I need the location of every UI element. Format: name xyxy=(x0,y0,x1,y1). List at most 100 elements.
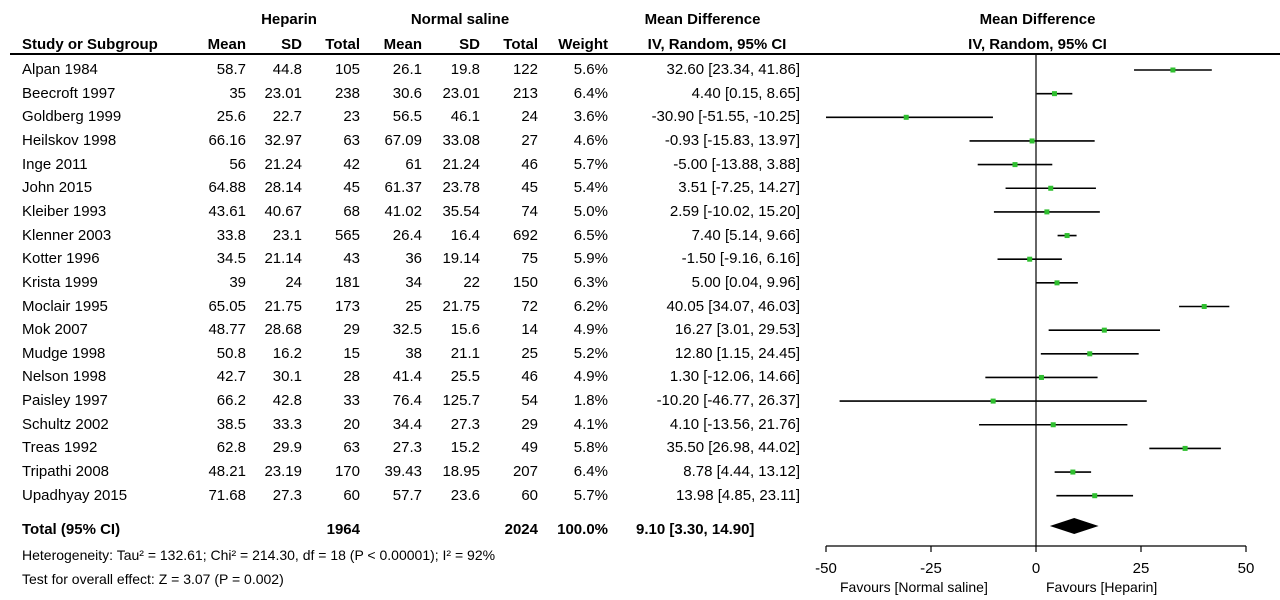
x-tick-label: 0 xyxy=(1031,560,1041,577)
ci-header-right: IV, Random, 95% CI xyxy=(968,36,1107,53)
point-estimate xyxy=(1048,185,1054,191)
saline-total: 60 xyxy=(521,486,538,504)
saline-mean: 27.3 xyxy=(392,439,422,457)
saline-sd: 19.8 xyxy=(450,61,480,78)
heparin-sd: 21.24 xyxy=(264,155,302,173)
total-label: Total (95% CI) xyxy=(22,521,121,538)
heparin-total: 63 xyxy=(343,439,360,457)
saline-total: 150 xyxy=(512,273,538,291)
heparin-mean: 65.05 xyxy=(208,297,246,315)
ci-text: 4.10 [-13.56, 21.76] xyxy=(669,415,800,433)
weight: 5.7% xyxy=(573,486,608,504)
ci-text: -30.90 [-51.55, -10.25] xyxy=(651,108,800,126)
saline-mean: 61.37 xyxy=(384,179,422,197)
group1-header: Heparin xyxy=(261,11,317,28)
heparin-sd: 21.75 xyxy=(264,297,302,315)
point-estimate xyxy=(1070,469,1076,475)
weight: 1.8% xyxy=(573,392,608,410)
saline-mean: 56.5 xyxy=(392,108,422,126)
total1-header: Total xyxy=(325,36,360,53)
weight: 6.2% xyxy=(573,297,608,315)
saline-sd: 23.6 xyxy=(450,486,480,504)
point-estimate xyxy=(1092,493,1098,499)
study-name: Mudge 1998 xyxy=(22,344,106,362)
saline-sd: 16.4 xyxy=(450,226,480,244)
ci-text: 1.30 [-12.06, 14.66] xyxy=(669,368,800,386)
study-name: Paisley 1997 xyxy=(22,392,108,410)
point-estimate xyxy=(990,398,996,404)
overall-effect-text: Test for overall effect: Z = 3.07 (P = 0… xyxy=(22,571,284,587)
study-name: John 2015 xyxy=(22,179,93,197)
saline-total: 692 xyxy=(512,226,538,244)
total-ci: 9.10 [3.30, 14.90] xyxy=(636,521,755,538)
saline-total: 46 xyxy=(521,155,538,173)
study-name: Tripathi 2008 xyxy=(22,463,109,481)
ci-text: 7.40 [5.14, 9.66] xyxy=(691,226,800,244)
saline-sd: 33.08 xyxy=(442,131,480,149)
weight: 6.4% xyxy=(573,463,608,481)
heterogeneity-text: Heterogeneity: Tau² = 132.61; Chi² = 214… xyxy=(22,547,496,563)
study-name: Nelson 1998 xyxy=(22,368,107,386)
heparin-mean: 34.5 xyxy=(216,250,246,268)
study-name: Inge 2011 xyxy=(22,155,88,173)
study-name: Kotter 1996 xyxy=(22,250,100,268)
saline-mean: 67.09 xyxy=(384,131,422,149)
saline-sd: 18.95 xyxy=(442,463,480,481)
saline-mean: 34.4 xyxy=(392,415,422,433)
study-name: Upadhyay 2015 xyxy=(22,486,128,504)
heparin-mean: 42.7 xyxy=(216,368,246,386)
heparin-total: 33 xyxy=(343,392,360,410)
ci-text: 12.80 [1.15, 24.45] xyxy=(674,344,800,362)
point-estimate xyxy=(1044,209,1050,215)
heparin-mean: 35 xyxy=(229,84,246,102)
saline-sd: 23.01 xyxy=(442,84,480,102)
heparin-total: 170 xyxy=(334,463,360,481)
saline-total: 213 xyxy=(512,84,538,102)
ci-text: 35.50 [26.98, 44.02] xyxy=(666,439,800,457)
heparin-mean: 50.8 xyxy=(216,344,246,362)
ci-text: 16.27 [3.01, 29.53] xyxy=(674,321,800,339)
saline-total: 122 xyxy=(512,61,538,78)
saline-mean: 36 xyxy=(405,250,422,268)
ci-text: -10.20 [-46.77, 26.37] xyxy=(656,392,800,410)
saline-sd: 27.3 xyxy=(450,415,480,433)
heparin-sd: 27.3 xyxy=(272,486,302,504)
weight: 4.9% xyxy=(573,321,608,339)
ci-text: 13.98 [4.85, 23.11] xyxy=(676,486,800,504)
study-column-header: Study or Subgroup xyxy=(22,36,158,53)
heparin-mean: 56 xyxy=(229,155,246,173)
saline-mean: 25 xyxy=(405,297,422,315)
sd1-header: SD xyxy=(281,36,302,53)
heparin-mean: 58.7 xyxy=(216,61,246,78)
saline-mean: 26.1 xyxy=(392,61,422,78)
saline-sd: 22 xyxy=(463,273,480,291)
saline-total: 14 xyxy=(521,321,538,339)
ci-text: -5.00 [-13.88, 3.88] xyxy=(673,155,800,173)
group2-header: Normal saline xyxy=(410,11,510,28)
point-estimate xyxy=(1012,162,1018,168)
saline-sd: 35.54 xyxy=(442,202,480,220)
heparin-total: 68 xyxy=(343,202,360,220)
weight: 5.8% xyxy=(573,439,608,457)
effect-header-right: Mean Difference xyxy=(979,11,1096,28)
point-estimate xyxy=(1051,91,1057,97)
saline-total: 45 xyxy=(521,179,538,197)
saline-mean: 57.7 xyxy=(392,486,422,504)
saline-total: 29 xyxy=(521,415,538,433)
heparin-sd: 16.2 xyxy=(272,344,302,362)
study-name: Klenner 2003 xyxy=(22,226,112,244)
heparin-total: 28 xyxy=(343,368,360,386)
saline-mean: 76.4 xyxy=(392,392,422,410)
point-estimate xyxy=(1038,374,1044,380)
weight: 5.7% xyxy=(573,155,608,173)
saline-sd: 46.1 xyxy=(450,108,480,126)
saline-total: 54 xyxy=(521,392,538,410)
saline-sd: 125.7 xyxy=(442,392,480,410)
heparin-mean: 25.6 xyxy=(216,108,246,126)
heparin-mean: 71.68 xyxy=(208,486,246,504)
saline-sd: 15.6 xyxy=(450,321,480,339)
study-name: Treas 1992 xyxy=(22,439,98,457)
heparin-total: 15 xyxy=(343,344,360,362)
saline-mean: 30.6 xyxy=(392,84,422,102)
